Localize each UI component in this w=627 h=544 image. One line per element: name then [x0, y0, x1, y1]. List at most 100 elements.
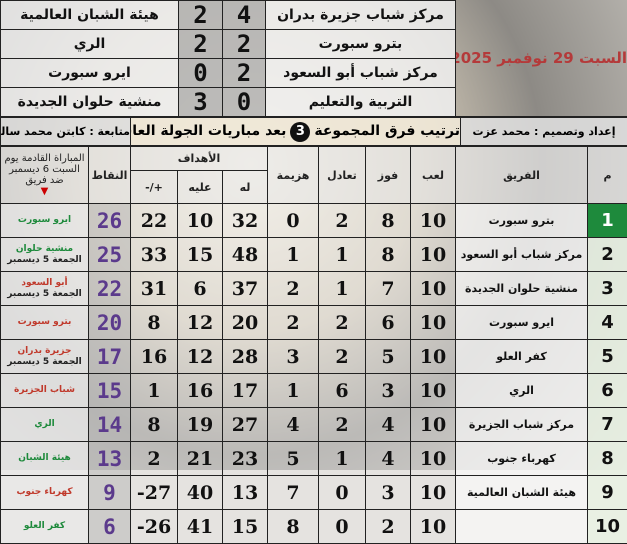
- goals-against: 21: [178, 442, 223, 476]
- next-match-label: المباراة القادمة يوم السبت 6 ديسمبر ضد ف…: [1, 153, 88, 186]
- table-row: 8 كهرباء جنوب 10 4 1 5 23 21 2 13 هيئة ا…: [1, 442, 627, 476]
- goal-diff: 1: [131, 374, 178, 408]
- next-opponent-name: هيئة الشبان: [18, 453, 71, 463]
- home-team: بترو سبورت: [266, 30, 456, 59]
- next-opponent-name: بترو سبورت: [18, 317, 72, 327]
- goal-diff: 27-: [131, 476, 178, 510]
- next-opponent-name: أبو السعود: [21, 278, 67, 288]
- team-name: هيئة الشبان العالمية: [456, 476, 588, 510]
- points: 14: [89, 408, 131, 442]
- rank: 8: [588, 442, 627, 476]
- goals-for: 23: [223, 442, 268, 476]
- played: 10: [411, 272, 456, 306]
- lost: 3: [268, 340, 319, 374]
- home-score: 2: [223, 30, 266, 59]
- next-opponent: هيئة الشبان: [1, 442, 89, 476]
- next-opponent: ايرو سبورت: [1, 204, 89, 238]
- drawn: 0: [319, 476, 366, 510]
- next-match-date: الجمعة 5 ديسمبر: [1, 289, 88, 300]
- goals-against: 40: [178, 476, 223, 510]
- team-name: مركز شباب أبو السعود: [456, 238, 588, 272]
- home-score: 0: [223, 88, 266, 117]
- goals-for: 48: [223, 238, 268, 272]
- away-team: ايرو سبورت: [1, 59, 179, 88]
- home-team: مركز شباب أبو السعود: [266, 59, 456, 88]
- played: 10: [411, 340, 456, 374]
- goals-for: 20: [223, 306, 268, 340]
- drawn: 6: [319, 374, 366, 408]
- away-team: الري: [1, 30, 179, 59]
- match-date: السبت 29 نوفمبر 2025: [456, 1, 627, 117]
- won: 3: [366, 374, 411, 408]
- table-row: 4 ايرو سبورت 10 6 2 2 20 12 8 20 بترو سب…: [1, 306, 627, 340]
- team-name: ايرو سبورت: [456, 306, 588, 340]
- prepared-by: إعداد وتصميم : محمد عزت: [461, 118, 627, 146]
- played: 10: [411, 476, 456, 510]
- table-row: 6 الري 10 3 6 1 17 16 1 15 شباب الجزيرة: [1, 374, 627, 408]
- goals-for: 28: [223, 340, 268, 374]
- won: 6: [366, 306, 411, 340]
- table-row: 1 بترو سبورت 10 8 2 0 32 10 22 26 ايرو س…: [1, 204, 627, 238]
- rank: 9: [588, 476, 627, 510]
- next-opponent: شباب الجزيرة: [1, 374, 89, 408]
- rank: 3: [588, 272, 627, 306]
- lost: 0: [268, 204, 319, 238]
- played: 10: [411, 442, 456, 476]
- points: 9: [89, 476, 131, 510]
- next-opponent-name: ايرو سبورت: [18, 215, 71, 225]
- won: 3: [366, 476, 411, 510]
- next-opponent: بترو سبورت: [1, 306, 89, 340]
- away-score: 2: [179, 30, 223, 59]
- team-name: بترو سبورت: [456, 204, 588, 238]
- goal-diff: 31: [131, 272, 178, 306]
- goals-for: 37: [223, 272, 268, 306]
- table-row: 5 كفر العلو 10 5 2 3 28 12 16 17 جزيرة ب…: [1, 340, 627, 374]
- points: 6: [89, 510, 131, 544]
- won: 5: [366, 340, 411, 374]
- rank: 5: [588, 340, 627, 374]
- home-score: 2: [223, 59, 266, 88]
- won: 4: [366, 442, 411, 476]
- next-match-date: الجمعة 5 ديسمبر: [1, 357, 88, 368]
- won: 7: [366, 272, 411, 306]
- header-team: الفريق: [456, 147, 588, 204]
- rank: 2: [588, 238, 627, 272]
- lost: 2: [268, 306, 319, 340]
- team-name: منشية حلوان الجديدة: [456, 272, 588, 306]
- goal-diff: 16: [131, 340, 178, 374]
- table-row: 3 منشية حلوان الجديدة 10 7 1 2 37 6 31 2…: [1, 272, 627, 306]
- lost: 1: [268, 374, 319, 408]
- lost: 7: [268, 476, 319, 510]
- header-goal-diff: +/-: [131, 171, 178, 204]
- next-opponent: كهرباء جنوب: [1, 476, 89, 510]
- header-lost: هزيمة: [268, 147, 319, 204]
- played: 10: [411, 238, 456, 272]
- next-opponent-name: شباب الجزيرة: [14, 385, 75, 395]
- drawn: 0: [319, 510, 366, 544]
- table-row: 10 10 2 0 8 15 41 26- 6 كفر العلو: [1, 510, 627, 544]
- drawn: 2: [319, 340, 366, 374]
- next-opponent-name: منشية حلوان: [16, 244, 73, 254]
- header-drawn: تعادل: [319, 147, 366, 204]
- goal-diff: 8: [131, 306, 178, 340]
- rank: 7: [588, 408, 627, 442]
- table-row: 9 هيئة الشبان العالمية 10 3 0 7 13 40 27…: [1, 476, 627, 510]
- group-badge: 3: [290, 122, 310, 142]
- standings-table: م الفريق لعب فوز تعادل هزيمة الأهداف الن…: [0, 146, 627, 544]
- points: 15: [89, 374, 131, 408]
- goals-for: 32: [223, 204, 268, 238]
- header-won: فوز: [366, 147, 411, 204]
- title-text: ترتيب فرق المجموعة: [314, 123, 460, 139]
- next-opponent-name: جزيرة بدران: [17, 346, 71, 356]
- away-team: منشية حلوان الجديدة: [1, 88, 179, 117]
- drawn: 1: [319, 442, 366, 476]
- team-name: الري: [456, 374, 588, 408]
- points: 26: [89, 204, 131, 238]
- goals-against: 6: [178, 272, 223, 306]
- away-score: 2: [179, 1, 223, 30]
- goals-against: 41: [178, 510, 223, 544]
- rank: 1: [588, 204, 627, 238]
- drawn: 1: [319, 238, 366, 272]
- team-name: كهرباء جنوب: [456, 442, 588, 476]
